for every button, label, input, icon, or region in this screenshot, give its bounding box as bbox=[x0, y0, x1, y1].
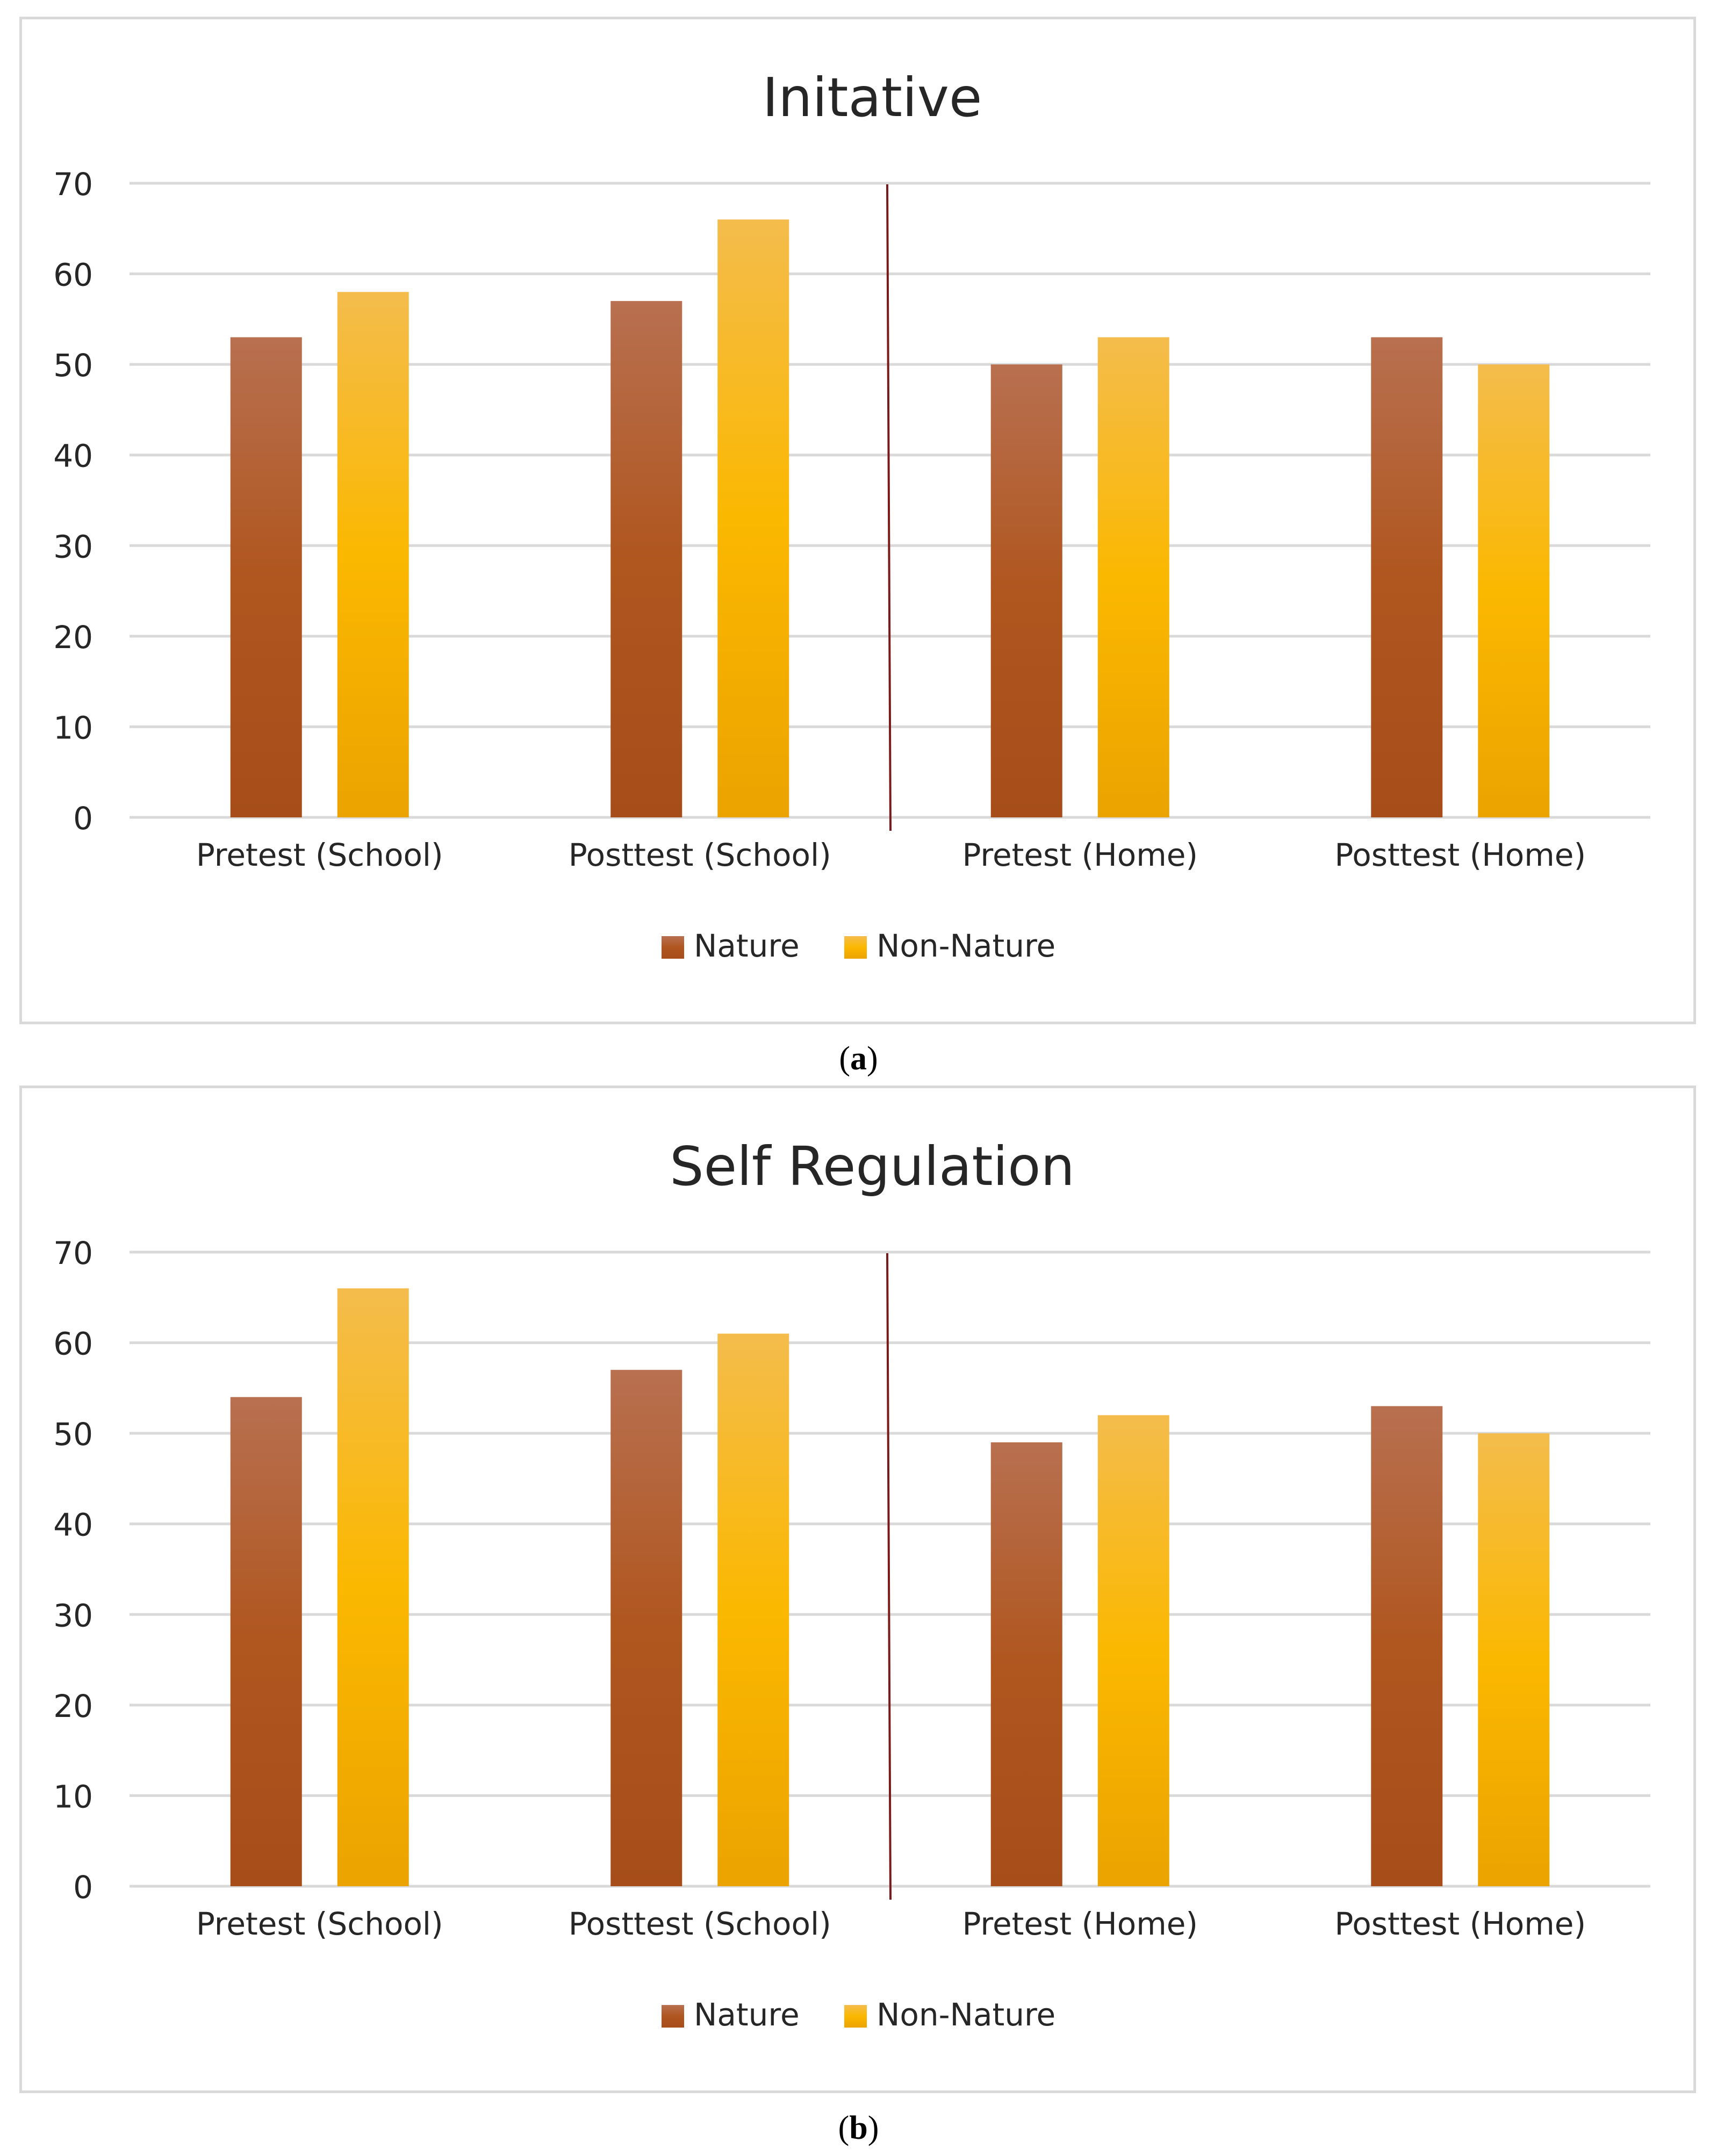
chart-self-regulation: Self Regulation 0 10 20 30 40 50 60 70 Pretest (S… bbox=[53, 1135, 1650, 2033]
y-tick-label: 30 bbox=[53, 528, 93, 565]
y-tick-label: 0 bbox=[73, 1869, 93, 1906]
bar-non-nature bbox=[337, 292, 409, 817]
y-tick-label: 60 bbox=[53, 257, 93, 293]
legend-swatch-nature bbox=[662, 2005, 684, 2028]
figure-caption-a: (a) bbox=[0, 1040, 1717, 1078]
legend-label-nature: Nature bbox=[694, 928, 800, 964]
caption-close-paren: ) bbox=[867, 2110, 879, 2146]
x-tick-label: Pretest (Home) bbox=[962, 837, 1198, 873]
y-tick-label: 40 bbox=[53, 1507, 93, 1543]
caption-label: a bbox=[850, 1040, 867, 1077]
x-tick-label: Posttest (Home) bbox=[1334, 837, 1586, 873]
legend-swatch-non-nature bbox=[844, 936, 867, 959]
chart-panel-initiative: Initative 0 10 20 30 40 50 60 70 Pretest (School)… bbox=[19, 17, 1696, 1024]
chart-panel-self-regulation: Self Regulation 0 10 20 30 40 50 60 70 Pretest (S… bbox=[19, 1086, 1696, 2093]
chart-initiative: Initative 0 10 20 30 40 50 60 70 Pretest (School)… bbox=[53, 66, 1650, 964]
y-tick-label: 10 bbox=[53, 1778, 93, 1815]
caption-label: b bbox=[849, 2110, 868, 2146]
divider-line bbox=[886, 1253, 892, 1900]
bar-non-nature bbox=[717, 219, 789, 817]
legend-swatch-nature bbox=[662, 936, 684, 959]
caption-open-paren: ( bbox=[838, 2110, 850, 2146]
bar-non-nature bbox=[1478, 364, 1550, 817]
legend-swatch-non-nature bbox=[844, 2005, 867, 2028]
bar-non-nature bbox=[1478, 1433, 1550, 1886]
bar-nature bbox=[610, 1370, 683, 1886]
legend-label-non-nature: Non-Nature bbox=[877, 1996, 1055, 2033]
x-tick-label: Pretest (School) bbox=[196, 837, 443, 873]
chart-title: Initative bbox=[763, 66, 982, 129]
bar-non-nature bbox=[717, 1333, 789, 1886]
bar-non-nature bbox=[337, 1288, 409, 1886]
y-tick-label: 60 bbox=[53, 1326, 93, 1362]
y-tick-label: 0 bbox=[73, 800, 93, 837]
y-tick-label: 70 bbox=[53, 1235, 93, 1271]
figure-caption-b: (b) bbox=[0, 2109, 1717, 2147]
x-tick-label: Posttest (Home) bbox=[1334, 1906, 1586, 1942]
y-tick-label: 20 bbox=[53, 1688, 93, 1724]
bar-nature bbox=[610, 301, 683, 817]
x-tick-label: Pretest (Home) bbox=[962, 1906, 1198, 1942]
x-tick-label: Pretest (School) bbox=[196, 1906, 443, 1942]
caption-open-paren: ( bbox=[839, 1040, 850, 1077]
bar-nature bbox=[990, 1442, 1062, 1886]
legend-label-non-nature: Non-Nature bbox=[877, 928, 1055, 964]
bar-nature bbox=[1371, 337, 1443, 817]
y-tick-label: 50 bbox=[53, 1416, 93, 1453]
bar-nature bbox=[990, 364, 1062, 817]
bar-nature bbox=[230, 337, 302, 817]
chart-title: Self Regulation bbox=[670, 1135, 1075, 1198]
y-tick-label: 50 bbox=[53, 347, 93, 384]
caption-close-paren: ) bbox=[867, 1040, 878, 1077]
y-tick-label: 30 bbox=[53, 1597, 93, 1634]
y-tick-label: 40 bbox=[53, 438, 93, 475]
legend-label-nature: Nature bbox=[694, 1996, 800, 2033]
x-tick-label: Posttest (School) bbox=[569, 1906, 831, 1942]
x-tick-label: Posttest (School) bbox=[569, 837, 831, 873]
divider-line bbox=[886, 184, 892, 831]
y-tick-label: 20 bbox=[53, 619, 93, 656]
bar-nature bbox=[230, 1397, 302, 1886]
y-tick-label: 10 bbox=[53, 709, 93, 746]
bar-nature bbox=[1371, 1406, 1443, 1886]
bar-non-nature bbox=[1097, 1415, 1169, 1886]
bar-non-nature bbox=[1097, 337, 1169, 817]
y-tick-label: 70 bbox=[53, 166, 93, 203]
